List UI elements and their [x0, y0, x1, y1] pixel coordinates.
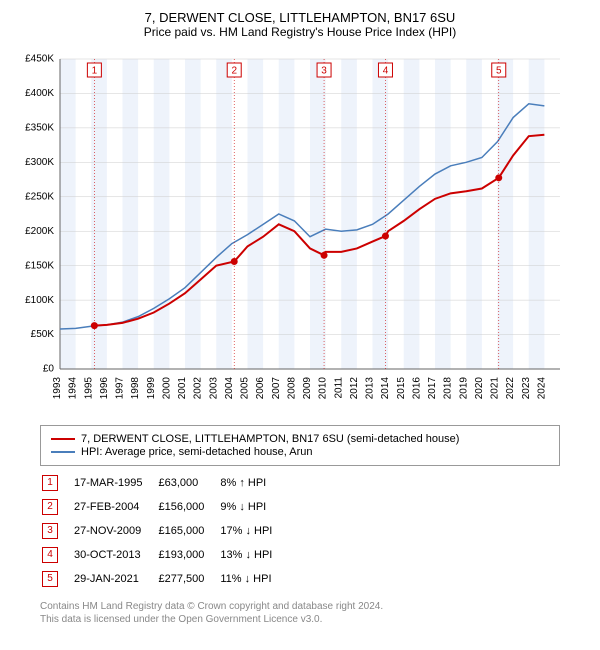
svg-text:£350K: £350K: [25, 123, 54, 134]
svg-text:2008: 2008: [286, 377, 297, 400]
footer-line-1: Contains HM Land Registry data © Crown c…: [40, 600, 560, 613]
table-row: 117-MAR-1995£63,0008% ↑ HPI: [42, 472, 286, 494]
svg-text:1995: 1995: [83, 377, 94, 400]
table-row: 529-JAN-2021£277,50011% ↓ HPI: [42, 568, 286, 590]
legend-item: 7, DERWENT CLOSE, LITTLEHAMPTON, BN17 6S…: [51, 433, 549, 445]
svg-text:2007: 2007: [271, 377, 282, 400]
svg-text:2012: 2012: [349, 377, 360, 400]
svg-text:1997: 1997: [115, 377, 126, 400]
svg-text:£0: £0: [43, 364, 55, 375]
svg-text:£450K: £450K: [25, 54, 54, 65]
chart-container: £0 £50K £100K £150K £200K £250K £300K £350K £400…: [10, 49, 590, 419]
svg-text:2009: 2009: [302, 377, 313, 400]
svg-text:2001: 2001: [177, 377, 188, 400]
svg-text:1: 1: [92, 66, 98, 77]
svg-text:2016: 2016: [411, 377, 422, 400]
svg-text:2020: 2020: [474, 377, 485, 400]
table-row: 327-NOV-2009£165,00017% ↓ HPI: [42, 520, 286, 542]
svg-text:2022: 2022: [505, 377, 516, 400]
svg-text:2017: 2017: [427, 377, 438, 400]
svg-text:2019: 2019: [458, 377, 469, 400]
sale-number: 2: [42, 499, 58, 515]
svg-text:2024: 2024: [536, 377, 547, 400]
sale-number: 3: [42, 523, 58, 539]
svg-text:2002: 2002: [193, 377, 204, 400]
svg-text:2023: 2023: [521, 377, 532, 400]
legend: 7, DERWENT CLOSE, LITTLEHAMPTON, BN17 6S…: [40, 425, 560, 466]
legend-label: HPI: Average price, semi-detached house,…: [81, 446, 313, 458]
legend-swatch: [51, 438, 75, 440]
legend-swatch: [51, 451, 75, 453]
page-title: 7, DERWENT CLOSE, LITTLEHAMPTON, BN17 6S…: [10, 10, 590, 25]
table-row: 227-FEB-2004£156,0009% ↓ HPI: [42, 496, 286, 518]
svg-text:£50K: £50K: [31, 329, 55, 340]
svg-text:2021: 2021: [490, 377, 501, 400]
svg-text:1994: 1994: [68, 377, 79, 400]
svg-text:2003: 2003: [208, 377, 219, 400]
legend-label: 7, DERWENT CLOSE, LITTLEHAMPTON, BN17 6S…: [81, 433, 459, 445]
svg-text:2011: 2011: [333, 377, 344, 399]
svg-text:2015: 2015: [396, 377, 407, 400]
svg-text:1993: 1993: [52, 377, 63, 400]
sale-number: 4: [42, 547, 58, 563]
svg-text:2014: 2014: [380, 377, 391, 400]
svg-text:5: 5: [496, 66, 502, 77]
svg-text:2005: 2005: [240, 377, 251, 400]
svg-text:£250K: £250K: [25, 191, 54, 202]
footer-text: Contains HM Land Registry data © Crown c…: [40, 600, 560, 626]
svg-text:1998: 1998: [130, 377, 141, 400]
svg-text:2013: 2013: [365, 377, 376, 400]
svg-text:4: 4: [383, 66, 389, 77]
table-row: 430-OCT-2013£193,00013% ↓ HPI: [42, 544, 286, 566]
svg-text:3: 3: [321, 66, 327, 77]
svg-text:1999: 1999: [146, 377, 157, 400]
svg-text:2018: 2018: [443, 377, 454, 400]
price-chart: £0 £50K £100K £150K £200K £250K £300K £350K £400…: [10, 49, 570, 419]
sale-number: 5: [42, 571, 58, 587]
svg-text:2000: 2000: [161, 377, 172, 400]
sale-number: 1: [42, 475, 58, 491]
svg-text:2006: 2006: [255, 377, 266, 400]
svg-text:2: 2: [231, 66, 237, 77]
page-subtitle: Price paid vs. HM Land Registry's House …: [10, 25, 590, 39]
svg-text:£300K: £300K: [25, 157, 54, 168]
footer-line-2: This data is licensed under the Open Gov…: [40, 613, 560, 626]
svg-text:1996: 1996: [99, 377, 110, 400]
svg-text:£100K: £100K: [25, 295, 54, 306]
svg-text:£150K: £150K: [25, 260, 54, 271]
svg-text:2010: 2010: [318, 377, 329, 400]
svg-text:£200K: £200K: [25, 226, 54, 237]
svg-text:£400K: £400K: [25, 88, 54, 99]
legend-item: HPI: Average price, semi-detached house,…: [51, 446, 549, 458]
svg-text:2004: 2004: [224, 377, 235, 400]
sales-table: 117-MAR-1995£63,0008% ↑ HPI227-FEB-2004£…: [40, 470, 288, 592]
